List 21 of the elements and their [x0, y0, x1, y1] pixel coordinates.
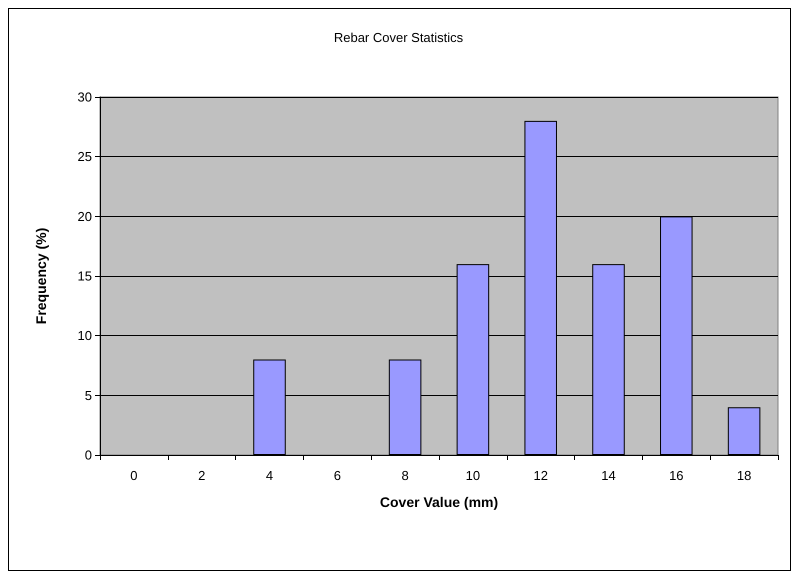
x-tick-label: 12 — [533, 468, 548, 483]
x-tick-label: 2 — [198, 468, 206, 483]
x-tick-label: 14 — [601, 468, 616, 483]
y-tick-label: 15 — [78, 268, 92, 284]
x-tick-label: 18 — [736, 468, 752, 483]
x-axis-title: Cover Value (mm) — [380, 494, 498, 510]
x-tick-label: 8 — [401, 468, 409, 483]
x-tick-label: 10 — [466, 468, 480, 483]
chart-title: Rebar Cover Statistics — [334, 30, 464, 45]
x-tick-label: 0 — [130, 468, 138, 483]
x-tick-label: 16 — [669, 468, 684, 483]
bar — [728, 407, 760, 455]
y-tick-label: 25 — [78, 149, 92, 164]
y-tick-label: 5 — [84, 388, 92, 403]
x-tick-label: 4 — [266, 468, 274, 483]
y-axis-title: Frequency (%) — [33, 228, 49, 324]
y-tick-label: 30 — [78, 90, 92, 104]
x-tick-label: 6 — [334, 468, 341, 483]
y-tick-label: 0 — [84, 448, 92, 462]
y-tick-label: 10 — [78, 328, 92, 344]
y-tick-label: 20 — [78, 208, 92, 224]
